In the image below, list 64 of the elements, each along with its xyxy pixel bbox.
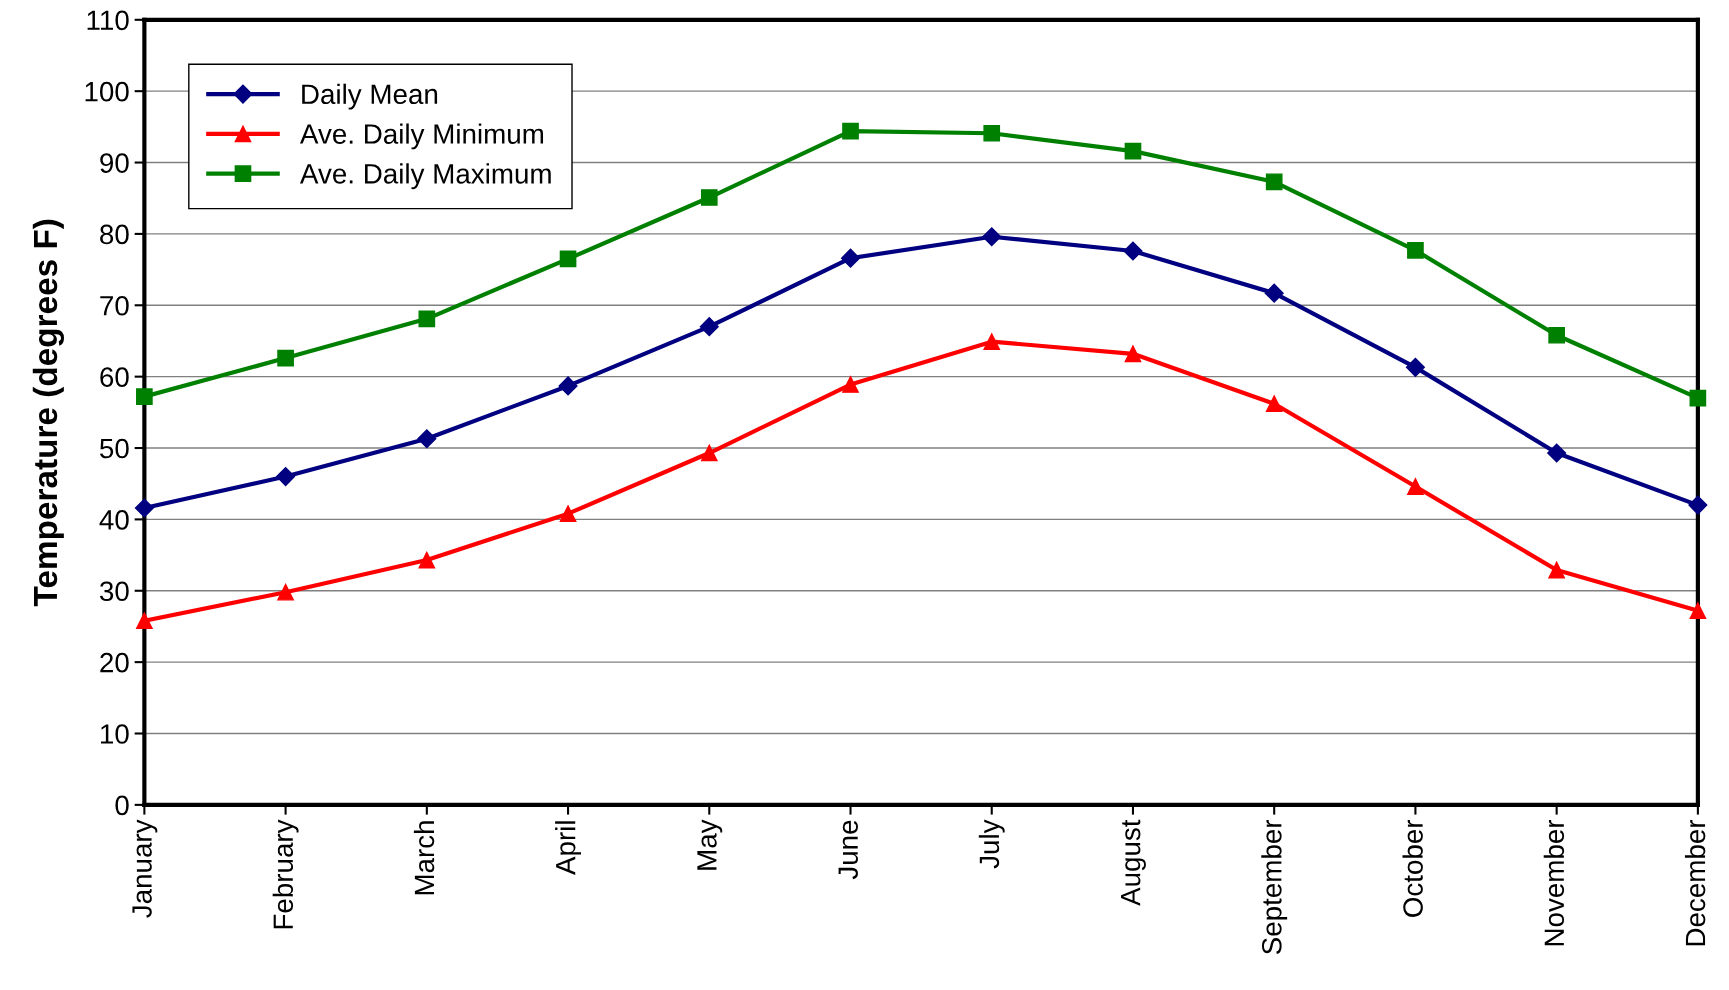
point (417, 429, 437, 449)
point (1123, 241, 1143, 261)
y-tick-label: 110 (87, 10, 129, 31)
y-tick-label: 80 (100, 224, 129, 245)
x-tick-label: November (1543, 819, 1565, 946)
y-tick-label: 20 (100, 652, 129, 673)
point (1547, 443, 1567, 463)
x-tick-label: April (555, 821, 581, 875)
point (1407, 241, 1424, 259)
y-tick-label: 60 (100, 367, 129, 387)
y-tick-label: 10 (101, 724, 129, 744)
point (1689, 602, 1707, 620)
point (559, 505, 577, 523)
y-tick-label: 50 (100, 438, 129, 459)
y-tick-label: 100 (85, 81, 129, 102)
point (1405, 357, 1425, 377)
y-tick-label: 30 (99, 581, 129, 602)
point (136, 612, 153, 630)
x-tick-label: January (132, 819, 158, 918)
x-tick-label: September (1261, 819, 1288, 955)
point (134, 498, 154, 518)
point (418, 551, 436, 569)
x-tick-label: March (413, 821, 435, 895)
legend-label: Ave. Daily Maximum (299, 163, 551, 190)
x-tick-label: June (838, 820, 858, 880)
y-tick-label: 90 (100, 153, 129, 173)
legend-label: Daily Mean (302, 83, 438, 110)
point (1264, 283, 1284, 303)
point (700, 189, 718, 206)
legend-label: Ave. Daily Minimum (299, 123, 544, 150)
point (842, 376, 859, 393)
point (842, 122, 859, 140)
point (1124, 142, 1142, 160)
point (699, 317, 719, 337)
x-tick-label: December (1684, 819, 1706, 946)
point (1265, 173, 1283, 191)
y-axis-title: Temperature (degrees F) (32, 219, 64, 607)
point (1548, 326, 1565, 344)
point (136, 388, 153, 405)
point (559, 250, 577, 268)
point (1548, 561, 1565, 579)
y-tick-label: 0 (115, 795, 129, 816)
point (1124, 345, 1142, 363)
point (700, 444, 718, 462)
x-tick-label: August (1121, 819, 1146, 906)
point (1407, 478, 1424, 495)
point (558, 376, 578, 396)
x-tick-label: May (697, 819, 723, 870)
point (983, 124, 1001, 142)
point (276, 467, 296, 487)
y-tick-label: 40 (99, 510, 129, 530)
point (1265, 395, 1283, 413)
x-tick-label: July (978, 819, 1005, 869)
x-tick-label: October (1402, 819, 1423, 917)
point (982, 227, 1002, 247)
y-tick-label: 70 (100, 295, 129, 316)
point (277, 583, 294, 601)
point (840, 248, 861, 268)
x-tick-label: February (272, 819, 299, 929)
point (1689, 389, 1707, 407)
point (418, 310, 436, 328)
point (1688, 495, 1708, 515)
point (277, 349, 294, 367)
point (983, 333, 1001, 351)
